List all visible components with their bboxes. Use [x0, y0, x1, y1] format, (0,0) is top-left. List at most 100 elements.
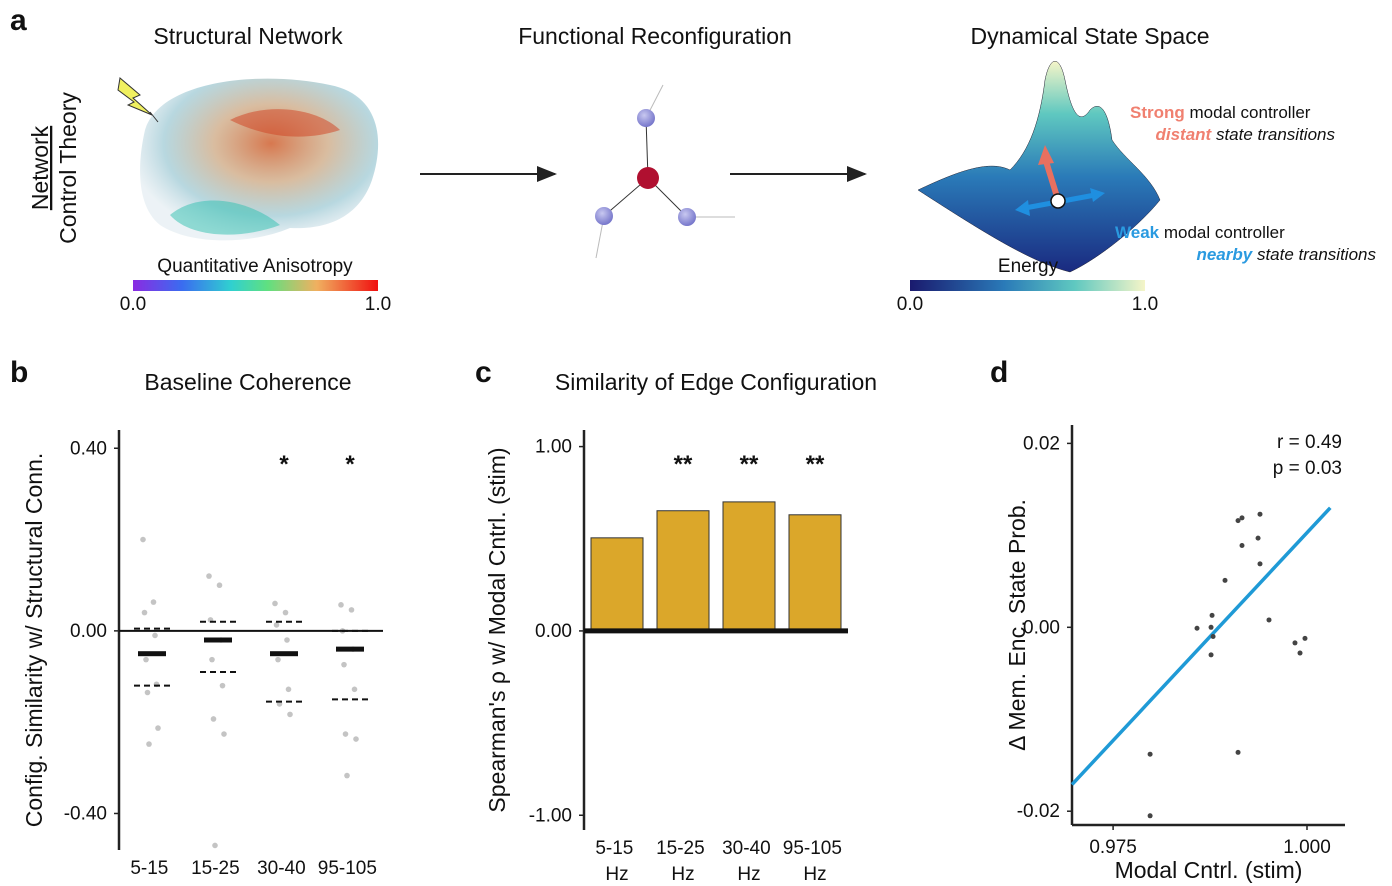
tick-line: Hz: [605, 864, 628, 885]
point: [216, 582, 223, 589]
significance: *: [279, 451, 289, 478]
point: [287, 711, 293, 718]
point: [1235, 518, 1241, 524]
point: [348, 607, 355, 613]
bar: [590, 537, 644, 632]
energy-surface: [917, 61, 1161, 273]
annotation-emph: nearby: [1196, 245, 1253, 264]
point: [344, 772, 350, 779]
point: [212, 842, 218, 849]
y-tick-label: 0.00: [1023, 617, 1060, 638]
panel-title: Structural Network: [153, 23, 343, 49]
y-axis-label: Config. Similarity w/ Structural Conn.: [21, 453, 47, 828]
y-tick-label: 0.40: [70, 438, 107, 459]
colorbar-label: 1.0: [1132, 294, 1158, 315]
side-label: Network: [27, 125, 53, 210]
panel-label: d: [990, 356, 1008, 389]
colorbar: [133, 280, 378, 291]
mean: [336, 646, 364, 652]
point: [1147, 751, 1153, 757]
point: [1292, 640, 1298, 646]
significance: **: [806, 451, 825, 478]
point: [1239, 542, 1245, 548]
tick-line: 95-105: [318, 858, 382, 879]
tick-line: 30-40: [257, 858, 311, 879]
point: [1147, 813, 1153, 819]
x-tick-label: 15-25 Hz: [191, 858, 245, 886]
stat-label: r = 0.49: [1277, 432, 1342, 453]
y-axis-label: Spearman's ρ w/ Modal Cntrl. (stim): [484, 447, 510, 812]
point: [342, 731, 349, 737]
y-tick-label: 0.00: [535, 621, 572, 642]
y-tick-label: 0.02: [1023, 433, 1060, 454]
chart-title: Similarity of Edge Configuration: [555, 369, 877, 395]
tick-line: Hz: [206, 884, 229, 886]
x-tick-label: 5-15 Hz: [595, 838, 638, 885]
tick-line: Hz: [338, 884, 361, 886]
tick-line: 5-15: [130, 858, 173, 879]
point: [273, 622, 280, 628]
significance: **: [740, 451, 759, 478]
x-axis-label: Modal Cntrl. (stim): [1115, 857, 1303, 883]
annotation-text: state transitions: [1216, 125, 1336, 144]
colorbar: [910, 280, 1145, 291]
colorbar-title: Quantitative Anisotropy: [157, 256, 353, 277]
y-tick-label: 1.00: [535, 437, 572, 458]
point: [1235, 749, 1241, 755]
x-tick-label: 0.975: [1089, 837, 1137, 858]
tick-line: Hz: [803, 864, 826, 885]
point: [341, 661, 347, 668]
annotation-text: modal controller: [1190, 103, 1311, 122]
colorbar-label: 1.0: [365, 294, 391, 315]
point: [338, 602, 344, 608]
annotation: Strong modal controller: [1130, 103, 1311, 122]
x-tick-label: 30-40 Hz: [722, 838, 776, 885]
annotation-text: state transitions: [1257, 245, 1377, 264]
point: [1208, 652, 1214, 658]
point: [272, 600, 278, 607]
panel-title: Functional Reconfiguration: [518, 23, 792, 49]
point: [141, 609, 148, 616]
point: [275, 656, 281, 663]
point: [206, 573, 212, 579]
annotation: Weak modal controller: [1115, 223, 1285, 242]
point: [285, 686, 292, 693]
tick-line: 15-25: [656, 838, 710, 859]
x-tick-label: 30-40 Hz: [257, 858, 311, 886]
tick-line: 95-105: [783, 838, 847, 859]
y-tick-label: -0.02: [1017, 801, 1060, 822]
colorbar-label: 0.0: [897, 294, 923, 315]
point: [284, 637, 290, 643]
chart-title: Baseline Coherence: [144, 369, 351, 395]
bar: [722, 501, 776, 632]
point: [143, 656, 149, 663]
x-tick-label: 95-105 Hz: [783, 838, 847, 885]
point: [1257, 561, 1263, 567]
point: [1297, 650, 1303, 656]
panel-label: a: [10, 4, 27, 37]
y-tick-label: 0.00: [70, 621, 107, 642]
point: [1257, 511, 1263, 517]
colorbar-label: 0.0: [120, 294, 146, 315]
panel-label: c: [475, 356, 492, 389]
network: [595, 84, 735, 259]
point: [210, 716, 217, 722]
point: [155, 725, 161, 731]
panel-title: Dynamical State Space: [970, 23, 1209, 49]
annotation-emph: Weak: [1115, 223, 1160, 242]
mean: [270, 651, 298, 657]
x-tick-label: 1.000: [1283, 837, 1331, 858]
tick-line: 30-40: [722, 838, 776, 859]
point: [140, 536, 146, 543]
annotation-emph: Strong: [1130, 103, 1185, 122]
annotation: nearby state transitions: [1196, 245, 1376, 264]
point: [146, 741, 152, 747]
bar: [656, 510, 710, 632]
significance: *: [345, 451, 355, 478]
y-tick-label: -0.40: [64, 803, 107, 824]
tick-line: Hz: [140, 884, 163, 886]
tick-line: Hz: [671, 864, 694, 885]
y-tick-label: -1.00: [529, 805, 572, 826]
tick-line: Hz: [272, 884, 295, 886]
x-tick-label: 5-15 Hz: [130, 858, 173, 886]
